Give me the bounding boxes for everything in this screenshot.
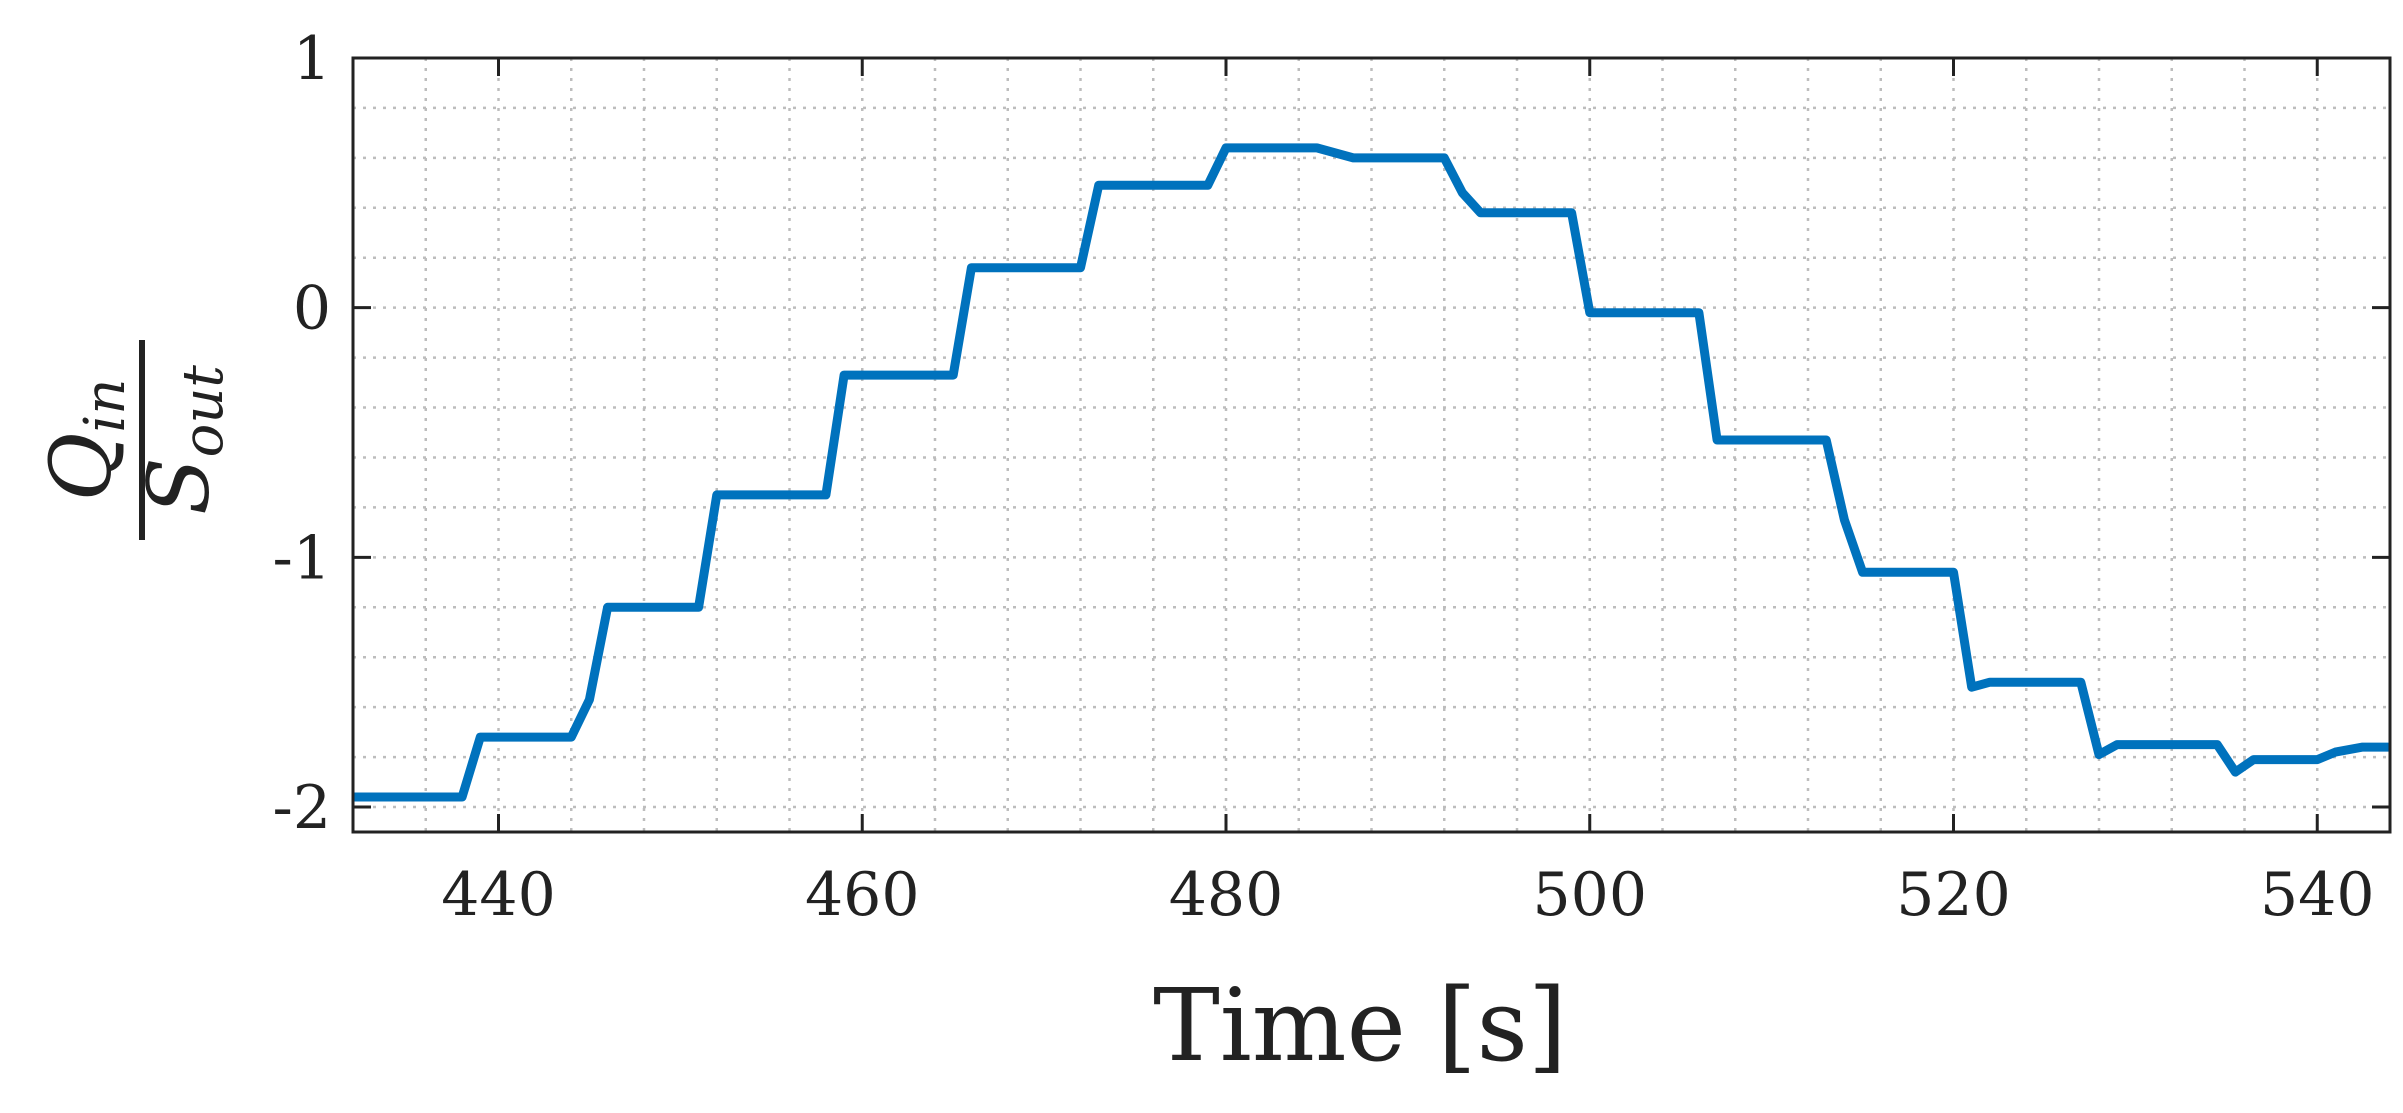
- axis-ticks: [353, 56, 2390, 832]
- svg-text:Sout: Sout: [130, 365, 236, 515]
- x-tick-labels: 440 460 480 500 520 540: [441, 860, 2374, 930]
- series-line: [353, 143, 2390, 802]
- y-title-numerator: Q: [32, 433, 130, 502]
- y-tick-label: 0: [293, 274, 331, 344]
- y-axis-title: Qin Sout: [32, 340, 236, 540]
- series-group: [353, 143, 2390, 802]
- x-axis-title: Time [s]: [1153, 967, 1567, 1084]
- x-tick-label: 500: [1532, 860, 1647, 930]
- y-tick-label: -1: [273, 523, 331, 593]
- x-tick-label: 440: [441, 860, 556, 930]
- x-tick-label: 540: [2260, 860, 2375, 930]
- y-tick-label: -2: [273, 773, 331, 843]
- y-title-denominator-sub: out: [171, 365, 236, 458]
- grid: [353, 58, 2390, 832]
- y-tick-label: 1: [293, 24, 331, 94]
- y-tick-labels: 1 0 -1 -2: [273, 24, 331, 843]
- x-tick-label: 480: [1169, 860, 1284, 930]
- svg-text:Qin: Qin: [32, 379, 138, 502]
- x-tick-label: 520: [1896, 860, 2011, 930]
- x-tick-label: 460: [805, 860, 920, 930]
- y-title-denominator: S: [130, 457, 228, 515]
- plot-frame: [351, 56, 2392, 834]
- y-title-numerator-sub: in: [73, 379, 138, 433]
